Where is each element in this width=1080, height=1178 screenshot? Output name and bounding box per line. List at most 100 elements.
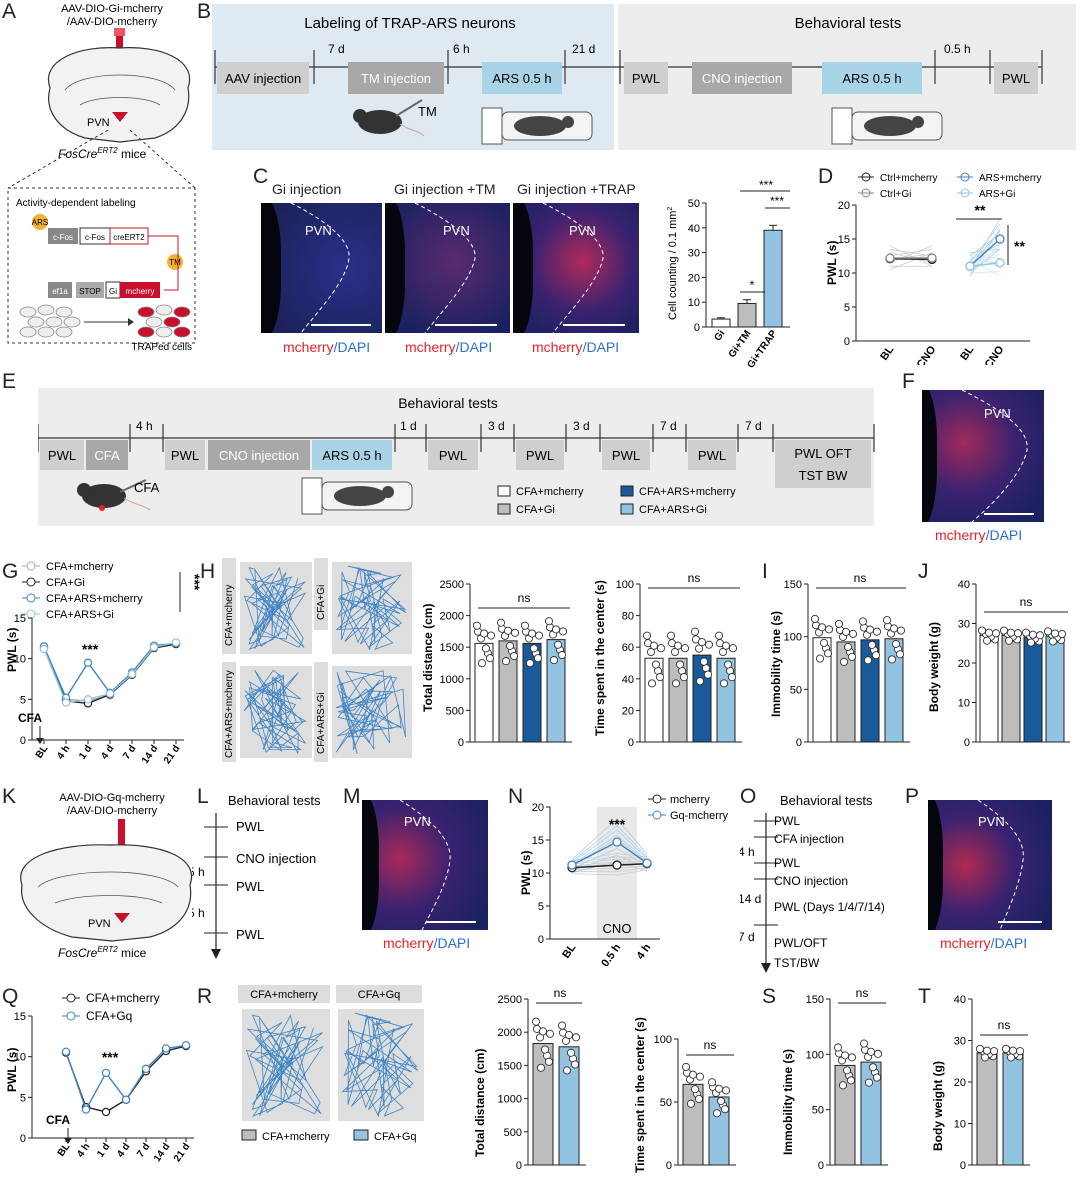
chart-h-center-ylabel: Time spent in the center (s): [593, 580, 607, 736]
chart-r-center-point: [720, 1105, 730, 1114]
svg-text:c-Fos: c-Fos: [53, 233, 73, 242]
brain-section-k-icon: [20, 844, 193, 942]
chart-t-point: [1008, 1046, 1018, 1055]
cno-shade-label: CNO: [603, 921, 632, 936]
chart-n-ytick-label: 10: [532, 868, 544, 880]
svg-text:CFA+ARS+Gi: CFA+ARS+Gi: [316, 692, 327, 754]
chart-h-distance-ytick-label: 1000: [440, 674, 464, 686]
svg-text:CNO injection: CNO injection: [702, 71, 782, 86]
panel-letter-n: N: [508, 785, 524, 808]
locomotion-track: [335, 565, 407, 651]
svg-text:Gq-mcherry: Gq-mcherry: [670, 810, 729, 822]
svg-text:Labeling of TRAP-ARS neurons: Labeling of TRAP-ARS neurons: [304, 15, 516, 32]
chart-h-center-point: [727, 673, 737, 682]
sig-g-side: ***: [187, 574, 200, 591]
chart-d-point: [965, 261, 975, 271]
chart-h-center-ytick-label: 100: [616, 579, 634, 591]
svg-text:CFA+mcherry: CFA+mcherry: [46, 561, 114, 573]
panel-o-timeline: Behavioral tests PWL CFA injection 4 h P…: [740, 793, 885, 973]
chart-r-distance: Total distance (cm) 0 500 1000 1500 2000 2500…: [473, 986, 586, 1172]
chart-h-distance-point: [496, 618, 506, 627]
sig-d-2: **: [1014, 238, 1025, 254]
virus-label-1: AAV-DIO-Gi-mcherry: [61, 3, 163, 15]
micrograph-gi-tm: PVN: [385, 203, 510, 333]
chart-h-center-point: [690, 627, 700, 636]
chart-g-ylabel: PWL (s): [5, 628, 19, 672]
chart-h-center-point: [695, 677, 705, 686]
chart-n: CNO mcherry Gq-mcherry PWL (s) 0 5 10 15 20 B…: [519, 794, 729, 969]
panel-letter-t: T: [918, 985, 931, 1008]
chart-h-distance-point: [529, 644, 539, 653]
chart-r-center-point: [714, 1084, 724, 1093]
svg-text:c-Fos: c-Fos: [85, 233, 105, 242]
chart-h-center-point: [699, 657, 709, 666]
chart-i-bar: [812, 637, 832, 743]
chart-h-distance-point: [503, 626, 513, 635]
chart-h-distance-point: [527, 629, 537, 638]
chart-d-individual: [969, 230, 1001, 267]
chart-h-center-point: [728, 644, 738, 653]
panel-h-tracks: CFA+mcherry CFA+Gi CFA+ARS+mcherry CFA+A…: [222, 558, 412, 762]
chart-h-distance-point: [553, 640, 563, 649]
chart-d-ytick-label: 15: [838, 234, 850, 246]
locomotion-track: [243, 566, 307, 651]
svg-text:3.5 h: 3.5 h: [192, 906, 205, 920]
chart-c-ytick-label: 50: [688, 198, 700, 210]
unlabeled-cells-icon: [19, 304, 81, 338]
chart-t-ytick-label: 10: [954, 1119, 966, 1131]
chart-r-distance-point: [570, 1060, 580, 1069]
svg-text:CNO injection: CNO injection: [774, 874, 848, 888]
chart-j-ytick-label: 20: [958, 658, 970, 670]
svg-text:CFA+ARS+mcherry: CFA+ARS+mcherry: [46, 593, 143, 605]
svg-text:Behavioral tests: Behavioral tests: [228, 793, 321, 808]
chart-i-point: [841, 627, 851, 636]
chart-s-bar: [860, 1061, 882, 1166]
pwl-box-1: [624, 62, 668, 94]
panel-letter-i: I: [762, 560, 768, 583]
chart-j-point: [999, 626, 1009, 635]
chart-r-distance-point: [544, 1057, 554, 1066]
chart-i-point: [848, 629, 858, 638]
svg-text:21 d: 21 d: [572, 42, 595, 56]
chart-h-distance-point: [479, 629, 489, 638]
chart-i-point: [895, 650, 905, 659]
svg-text:PWL: PWL: [1002, 71, 1030, 86]
chart-i-bar: [836, 641, 856, 743]
panel-r-tracks: CFA+mcherry CFA+Gq CFA+mcherry CFA+Gq: [238, 985, 424, 1143]
chart-r-center-point: [716, 1096, 726, 1106]
chart-i-point: [839, 657, 849, 666]
chart-n-individual: [571, 856, 648, 864]
chart-i-point: [817, 623, 827, 632]
svg-text:7 d: 7 d: [328, 42, 345, 56]
cno-injection-box: [692, 62, 792, 94]
chart-n-point: [642, 858, 652, 868]
panel-letter-f: F: [902, 370, 915, 393]
svg-text:CFA+Gq: CFA+Gq: [358, 989, 401, 1001]
svg-text:Gi: Gi: [109, 287, 117, 296]
svg-text:CFA+ARS+mcherry: CFA+ARS+mcherry: [224, 670, 235, 758]
img-title-gi-tm: Gi injection +TM: [394, 181, 496, 197]
chart-g-point: [149, 643, 159, 652]
chart-j-point: [1028, 630, 1038, 639]
chart-s-point: [864, 1078, 874, 1087]
svg-text:CFA+Gq: CFA+Gq: [86, 1009, 132, 1023]
chart-r-center-point: [688, 1070, 698, 1079]
chart-i-point: [834, 619, 844, 628]
chart-h-distance-point: [551, 625, 561, 634]
chart-h-center-point: [649, 641, 659, 650]
inset-title: Activity-dependent labeling: [16, 198, 136, 209]
svg-text:CFA: CFA: [134, 480, 160, 495]
chart-s-point: [872, 1073, 882, 1082]
chart-q-xtick-label: 21 d: [172, 1141, 192, 1164]
panel-letter-b: B: [197, 0, 212, 23]
panel-letter-p: P: [905, 785, 920, 808]
chart-i-ytick-label: 100: [784, 632, 802, 644]
chart-r-center-point: [712, 1109, 722, 1118]
chart-q-xtick-label: 7 d: [135, 1141, 152, 1159]
chart-r-distance-ylabel: Total distance (cm): [473, 1049, 487, 1157]
tm-icon: [167, 254, 183, 270]
locomotion-track: [245, 1014, 324, 1117]
ns-t: ns: [998, 1018, 1011, 1032]
chart-h-center-point: [647, 679, 657, 688]
chart-d-xtick-label: CNO: [915, 343, 939, 365]
